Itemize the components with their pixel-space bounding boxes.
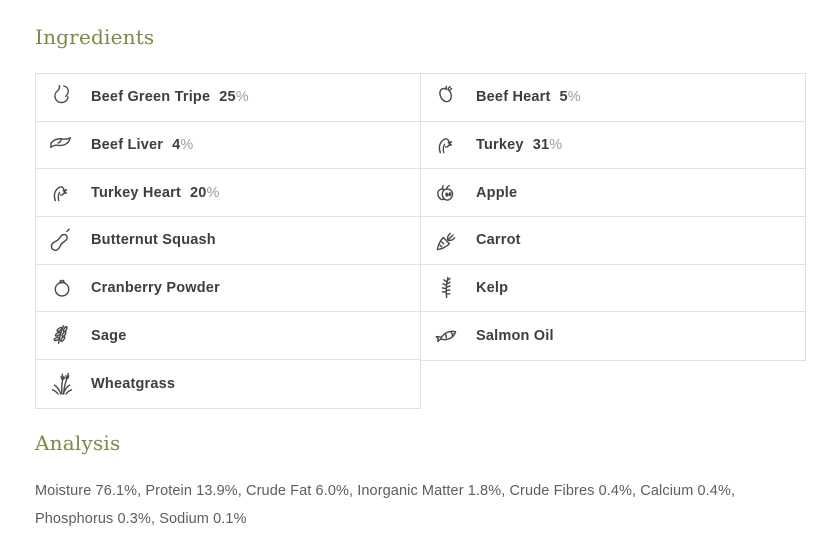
ingredient-row: Beef Liver 4%: [36, 122, 420, 170]
ingredient-name: Wheatgrass: [91, 375, 176, 392]
carrot-icon: [432, 225, 462, 255]
ingredient-name: Apple: [476, 184, 518, 201]
wheatgrass-icon: [47, 369, 77, 399]
percent-number: 4: [172, 137, 181, 154]
butternut-squash-icon: [47, 225, 77, 255]
turkey-icon: [47, 178, 77, 208]
turkey-icon: [432, 130, 462, 160]
ingredient-row: Turkey 31%: [421, 122, 805, 170]
percent-number: 31: [532, 137, 550, 154]
percent-sign: %: [206, 184, 220, 201]
ingredient-name: Kelp: [476, 280, 509, 297]
ingredient-name: Beef Green Tripe: [91, 89, 211, 106]
ingredient-row: Salmon Oil: [421, 312, 805, 360]
percent-number: 5: [559, 89, 568, 106]
percent-sign: %: [235, 89, 249, 106]
ingredient-percent: 25%: [210, 88, 248, 106]
ingredient-percent: 20%: [181, 184, 219, 202]
ingredient-row: Cranberry Powder: [36, 265, 420, 313]
ingredient-row: Kelp: [421, 265, 805, 313]
ingredient-row: Turkey Heart 20%: [36, 169, 420, 218]
ingredient-name: Carrot: [476, 232, 521, 249]
stomach-icon: [47, 82, 77, 112]
ingredient-name: Butternut Squash: [91, 232, 216, 249]
ingredient-percent: 4%: [163, 136, 193, 154]
ingredient-name: Turkey Heart: [91, 184, 181, 201]
ingredient-row: Sage: [36, 312, 420, 361]
percent-sign: %: [180, 137, 194, 154]
ingredient-row: Apple: [421, 169, 805, 218]
analysis-text: Moisture 76.1%, Protein 13.9%, Crude Fat…: [35, 483, 736, 527]
ingredient-row: Wheatgrass: [36, 360, 420, 408]
ingredient-name: Beef Heart: [476, 89, 551, 106]
percent-number: 20: [189, 184, 207, 201]
ingredient-row: Carrot: [421, 217, 805, 265]
liver-icon: [47, 130, 77, 160]
ingredient-percent: 31%: [524, 136, 562, 154]
ingredient-name: Salmon Oil: [476, 328, 554, 345]
percent-sign: %: [549, 137, 563, 154]
beef-heart-icon: [432, 82, 462, 112]
ingredient-row: Beef Heart 5%: [421, 74, 805, 122]
percent-sign: %: [567, 89, 581, 106]
ingredients-table: Beef Green Tripe 25% Beef Liver 4% Turke…: [35, 73, 806, 409]
kelp-icon: [432, 273, 462, 303]
ingredient-name: Sage: [91, 327, 127, 344]
ingredient-row: Beef Green Tripe 25%: [36, 74, 420, 122]
ingredient-name: Cranberry Powder: [91, 280, 220, 297]
ingredient-percent: 5%: [551, 88, 581, 106]
ingredients-column-left: Beef Green Tripe 25% Beef Liver 4% Turke…: [35, 73, 421, 409]
analysis-title: Analysis: [35, 431, 121, 455]
salmon-icon: [432, 321, 462, 351]
ingredient-name: Turkey: [476, 137, 524, 154]
cranberry-icon: [47, 273, 77, 303]
ingredient-name: Beef Liver: [91, 137, 164, 154]
percent-number: 25: [219, 89, 236, 106]
apple-icon: [432, 178, 462, 208]
ingredient-row: Butternut Squash: [36, 217, 420, 265]
sage-icon: [47, 321, 77, 351]
ingredients-title: Ingredients: [35, 25, 155, 49]
ingredients-column-right: Beef Heart 5% Turkey 31% Apple Carrot Ke…: [421, 73, 806, 362]
